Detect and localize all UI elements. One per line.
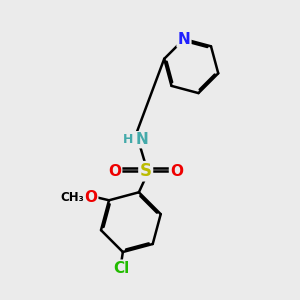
Text: CH₃: CH₃ (61, 191, 84, 204)
Text: O: O (170, 164, 183, 179)
Text: N: N (178, 32, 190, 46)
Text: Cl: Cl (113, 261, 130, 276)
Text: O: O (84, 190, 97, 205)
Text: N: N (136, 132, 148, 147)
Text: S: S (140, 162, 152, 180)
Text: H: H (123, 133, 134, 146)
Text: O: O (108, 164, 121, 179)
